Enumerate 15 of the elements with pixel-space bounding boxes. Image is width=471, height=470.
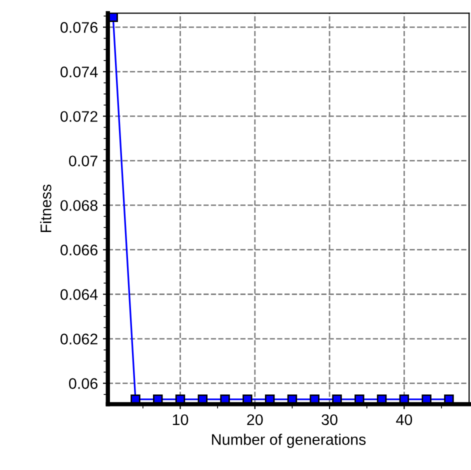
x-tick-label: 20 <box>247 414 263 426</box>
y-tick-label: 0.07 <box>69 156 98 166</box>
y-tick-label: 0.072 <box>60 111 98 122</box>
y-tick-label: 0.064 <box>60 289 98 300</box>
y-tick-label: 0.068 <box>60 200 98 211</box>
y-tick-label: 0.06 <box>69 378 98 389</box>
x-tick-label: 10 <box>172 414 188 426</box>
y-axis-title: Fitness <box>40 184 52 232</box>
y-tick-label: 0.074 <box>60 66 98 78</box>
x-axis-title: Number of generations <box>212 434 366 448</box>
y-tick-label: 0.076 <box>60 22 98 33</box>
y-tick-label: 0.066 <box>60 244 98 256</box>
y-tick-label: 0.062 <box>60 334 98 344</box>
x-tick-label: 30 <box>322 414 338 426</box>
x-tick-label: 40 <box>396 414 412 426</box>
